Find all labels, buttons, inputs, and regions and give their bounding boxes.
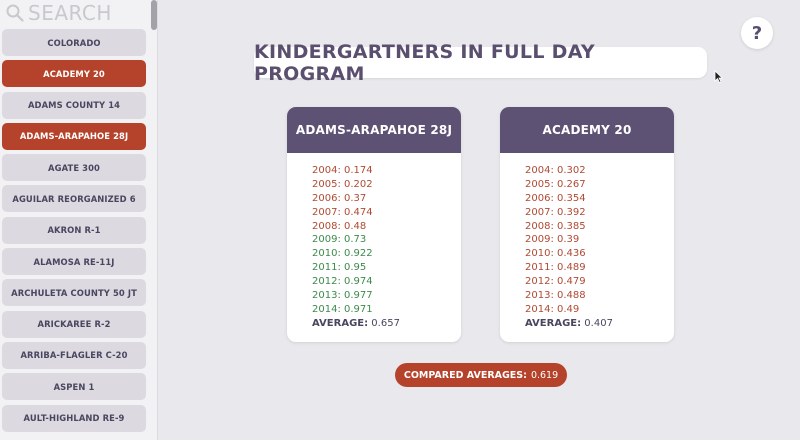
district-button[interactable]: ALAMOSA RE-11J <box>2 248 146 276</box>
year-value-row: 2011: 0.95 <box>312 262 367 274</box>
district-button[interactable]: AGATE 300 <box>2 154 146 182</box>
year-value-row: 2005: 0.202 <box>312 178 373 190</box>
year-value-row: 2014: 0.971 <box>312 303 373 315</box>
average-row: AVERAGE: 0.407 <box>525 317 674 331</box>
average-label: AVERAGE: <box>312 317 369 329</box>
average-row: AVERAGE: 0.657 <box>312 317 461 331</box>
district-button[interactable]: AULT-HIGHLAND RE-9 <box>2 404 146 432</box>
year-value-row: 2011: 0.489 <box>525 262 586 274</box>
district-button[interactable]: AGUILAR REORGANIZED 6 <box>2 185 146 213</box>
average-value: 0.407 <box>584 317 613 329</box>
year-value-row: 2004: 0.174 <box>312 165 373 176</box>
year-value-row: 2009: 0.39 <box>525 234 580 246</box>
average-value: 0.657 <box>371 317 400 329</box>
district-button[interactable]: ARCHULETA COUNTY 50 JT <box>2 279 146 307</box>
mouse-cursor-icon <box>714 70 723 83</box>
district-card-right: ACADEMY 20 2004: 0.302 2005: 0.267 2006: 0… <box>500 107 674 342</box>
card-body: 2004: 0.302 2005: 0.267 2006: 0.354 2007: 0… <box>500 153 674 331</box>
year-value-row: 2005: 0.267 <box>525 178 586 190</box>
year-value-row: 2004: 0.302 <box>525 165 586 176</box>
year-value-row: 2006: 0.354 <box>525 192 586 204</box>
year-value-row: 2008: 0.48 <box>312 220 367 232</box>
year-value-row: 2012: 0.974 <box>312 276 373 288</box>
district-button[interactable]: ARRIBA-FLAGLER C-20 <box>2 341 146 369</box>
district-button[interactable]: ADAMS COUNTY 14 <box>2 91 146 119</box>
help-button[interactable]: ? <box>741 17 773 49</box>
district-sidebar: SEARCH COLORADO ACADEMY 20 ADAMS COUNTY 14… <box>0 0 158 440</box>
search-icon <box>6 4 24 22</box>
year-value-row: 2009: 0.73 <box>312 234 367 246</box>
card-header: ACADEMY 20 <box>500 107 674 153</box>
year-value-row: 2006: 0.37 <box>312 192 367 204</box>
district-button[interactable]: ARICKAREE R-2 <box>2 310 146 338</box>
district-list: COLORADO ACADEMY 20 ADAMS COUNTY 14 ADAMS-A… <box>2 29 146 436</box>
district-button[interactable]: AKRON R-1 <box>2 216 146 244</box>
district-button[interactable]: ACADEMY 20 <box>2 60 146 88</box>
compared-value: 0.619 <box>530 369 559 381</box>
year-value-row: 2013: 0.977 <box>312 290 373 302</box>
card-header: ADAMS-ARAPAHOE 28J <box>287 107 461 153</box>
district-button[interactable]: ADAMS-ARAPAHOE 28J <box>2 122 146 150</box>
district-button[interactable]: ASPEN 1 <box>2 373 146 401</box>
year-value-row: 2014: 0.49 <box>525 303 580 315</box>
year-value-row: 2010: 0.436 <box>525 248 586 260</box>
search-input[interactable]: SEARCH <box>28 1 112 25</box>
year-value-row: 2007: 0.392 <box>525 206 586 218</box>
average-label: AVERAGE: <box>525 317 582 329</box>
sidebar-scrollbar[interactable] <box>150 0 157 440</box>
compared-label: COMPARED AVERAGES: <box>403 369 527 381</box>
district-card-left: ADAMS-ARAPAHOE 28J 2004: 0.174 2005: 0.20… <box>287 107 461 342</box>
card-body: 2004: 0.174 2005: 0.202 2006: 0.37 2007: 0.… <box>287 153 461 331</box>
district-button[interactable]: COLORADO <box>2 29 146 56</box>
scroll-thumb[interactable] <box>151 0 157 30</box>
year-value-row: 2007: 0.474 <box>312 206 373 218</box>
year-value-row: 2013: 0.488 <box>525 290 586 302</box>
search-bar[interactable]: SEARCH <box>0 0 157 26</box>
year-value-row: 2012: 0.479 <box>525 276 586 288</box>
compared-averages-badge: COMPARED AVERAGES: 0.619 <box>395 363 567 387</box>
page-title: KINDERGARTNERS IN FULL DAY PROGRAM <box>254 41 707 85</box>
year-value-row: 2010: 0.922 <box>312 248 373 260</box>
year-value-row: 2008: 0.385 <box>525 220 586 232</box>
